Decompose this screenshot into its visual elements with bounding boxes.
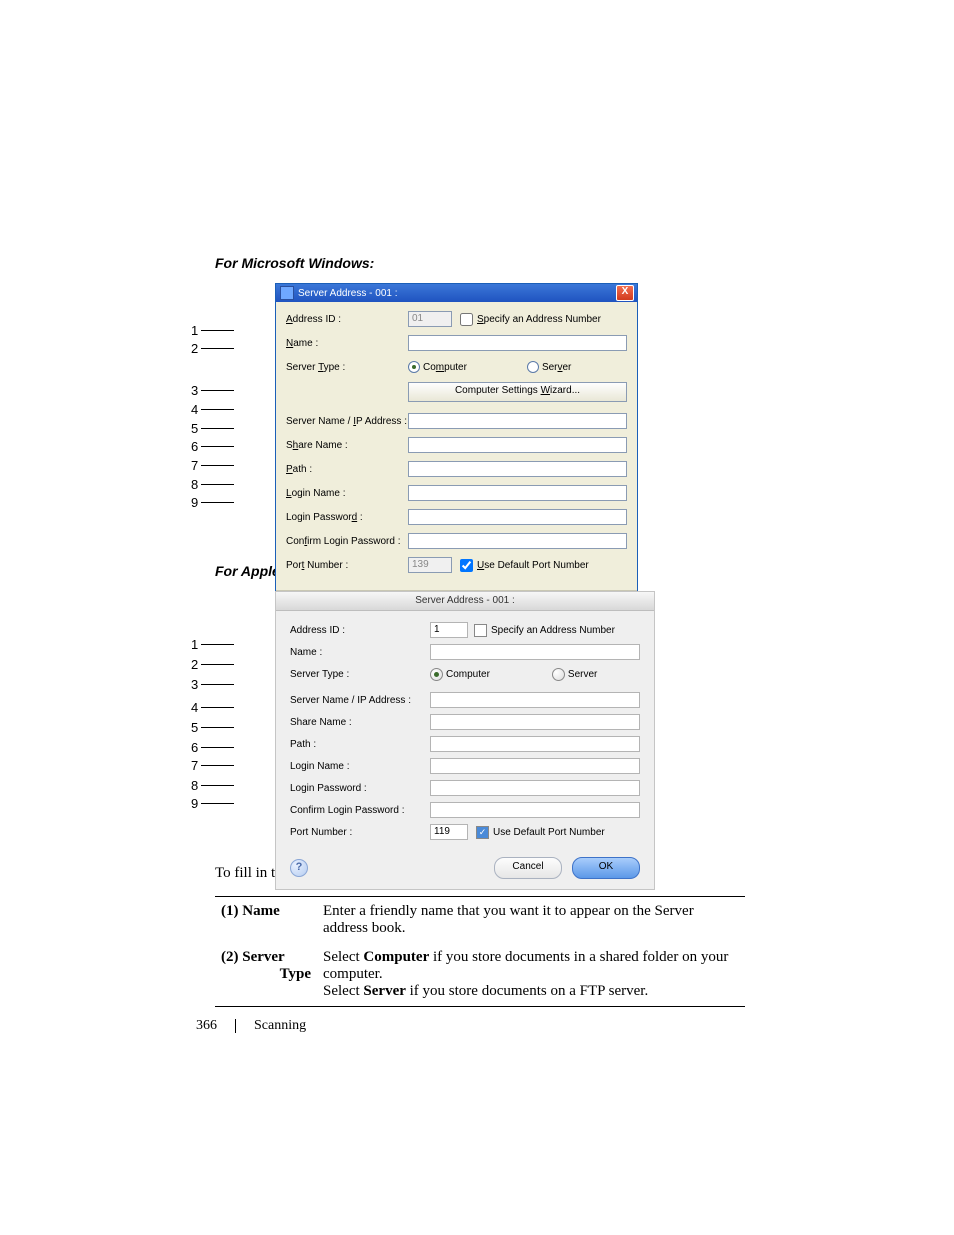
windows-dialog: Server Address - 001 : X Address ID : 01… (275, 283, 638, 628)
mac-label-path: Path : (290, 739, 430, 750)
mac-address-id-field: 1 (430, 622, 468, 638)
mac-login-name-field[interactable] (430, 758, 640, 774)
login-password-field[interactable] (408, 509, 627, 525)
callout-7: 7 (191, 458, 198, 473)
mac-radio-computer[interactable]: Computer (430, 668, 490, 681)
callout-4: 4 (191, 402, 198, 417)
callout-1: 1 (191, 323, 198, 338)
callout-m8: 8 (191, 778, 198, 793)
mac-name-field[interactable] (430, 644, 640, 660)
mac-default-port-label: Use Default Port Number (493, 827, 605, 838)
specify-address-label: Specify an Address Number (477, 314, 601, 325)
port-number-field: 139 (408, 557, 452, 573)
page-footer: 366 Scanning (196, 1018, 306, 1034)
mac-label-confirm-pw: Confirm Login Password : (290, 805, 430, 816)
help-icon[interactable]: ? (290, 859, 308, 877)
windows-figure: 1 2 3 4 5 6 7 8 9 Server Address - 001 :… (215, 283, 745, 535)
radio-server[interactable]: Server (527, 361, 571, 373)
label-confirm-password: Confirm Login Password : (286, 536, 408, 547)
callout-2: 2 (191, 341, 198, 356)
address-id-field: 01 (408, 311, 452, 327)
mac-label-server-name: Server Name / IP Address : (290, 695, 430, 706)
mac-label-login-pw: Login Password : (290, 783, 430, 794)
callout-m2: 2 (191, 657, 198, 672)
mac-label-port: Port Number : (290, 827, 430, 838)
callout-m7: 7 (191, 758, 198, 773)
row1-label: (1) Name (215, 897, 317, 944)
callout-9: 9 (191, 495, 198, 510)
callout-3: 3 (191, 383, 198, 398)
label-server-name: Server Name / IP Address : (286, 416, 408, 427)
server-name-field[interactable] (408, 413, 627, 429)
mac-radio-server[interactable]: Server (552, 668, 597, 681)
specify-address-checkbox[interactable] (460, 313, 473, 326)
label-login-name: Login Name : (286, 488, 408, 499)
page-number: 366 (196, 1018, 217, 1034)
windows-title: Server Address - 001 : (298, 288, 398, 299)
mac-server-name-field[interactable] (430, 692, 640, 708)
confirm-password-field[interactable] (408, 533, 627, 549)
label-login-password: Login Password : (286, 512, 408, 523)
radio-computer[interactable]: Computer (408, 361, 467, 373)
label-path: Path : (286, 464, 408, 475)
mac-confirm-password-field[interactable] (430, 802, 640, 818)
mac-figure: 1 2 3 4 5 6 7 8 9 Server Address - 001 :… (215, 591, 745, 837)
section-name: Scanning (254, 1018, 306, 1034)
row2-label: (2) Server Type (215, 943, 317, 1007)
label-name: Name : (286, 338, 408, 349)
computer-settings-wizard-button[interactable]: Computer Settings Wizard... (408, 382, 627, 402)
callout-m6: 6 (191, 740, 198, 755)
app-icon (280, 286, 294, 300)
login-name-field[interactable] (408, 485, 627, 501)
callout-m1: 1 (191, 637, 198, 652)
name-field[interactable] (408, 335, 627, 351)
mac-ok-button[interactable]: OK (572, 857, 640, 879)
row2-desc: Select Computer if you store documents i… (317, 943, 745, 1007)
field-description-table: (1) Name Enter a friendly name that you … (215, 896, 745, 1007)
share-name-field[interactable] (408, 437, 627, 453)
windows-titlebar: Server Address - 001 : X (276, 284, 637, 302)
mac-label-server-type: Server Type : (290, 669, 430, 680)
callout-m5: 5 (191, 720, 198, 735)
callout-6: 6 (191, 439, 198, 454)
row1-desc: Enter a friendly name that you want it t… (317, 897, 745, 944)
mac-label-address-id: Address ID : (290, 625, 430, 636)
label-port-number: Port Number : (286, 560, 408, 571)
mac-cancel-button[interactable]: Cancel (494, 857, 562, 879)
mac-path-field[interactable] (430, 736, 640, 752)
callout-m3: 3 (191, 677, 198, 692)
close-icon[interactable]: X (616, 285, 634, 301)
default-port-checkbox[interactable] (460, 559, 473, 572)
label-share-name: Share Name : (286, 440, 408, 451)
mac-specify-label: Specify an Address Number (491, 625, 615, 636)
label-server-type: Server Type : (286, 362, 408, 373)
mac-label-share-name: Share Name : (290, 717, 430, 728)
mac-specify-checkbox[interactable] (474, 624, 487, 637)
mac-login-password-field[interactable] (430, 780, 640, 796)
mac-label-name: Name : (290, 647, 430, 658)
mac-label-login-name: Login Name : (290, 761, 430, 772)
label-address-id: Address ID : (286, 314, 408, 325)
callout-5: 5 (191, 421, 198, 436)
mac-default-port-checkbox[interactable] (476, 826, 489, 839)
path-field[interactable] (408, 461, 627, 477)
mac-port-field: 119 (430, 824, 468, 840)
mac-dialog: Server Address - 001 : Address ID : 1 Sp… (275, 591, 655, 890)
callout-m4: 4 (191, 700, 198, 715)
mac-share-name-field[interactable] (430, 714, 640, 730)
heading-windows: For Microsoft Windows: (215, 255, 745, 271)
default-port-label: Use Default Port Number (477, 560, 589, 571)
callout-m9: 9 (191, 796, 198, 811)
mac-titlebar: Server Address - 001 : (276, 592, 654, 611)
callout-8: 8 (191, 477, 198, 492)
